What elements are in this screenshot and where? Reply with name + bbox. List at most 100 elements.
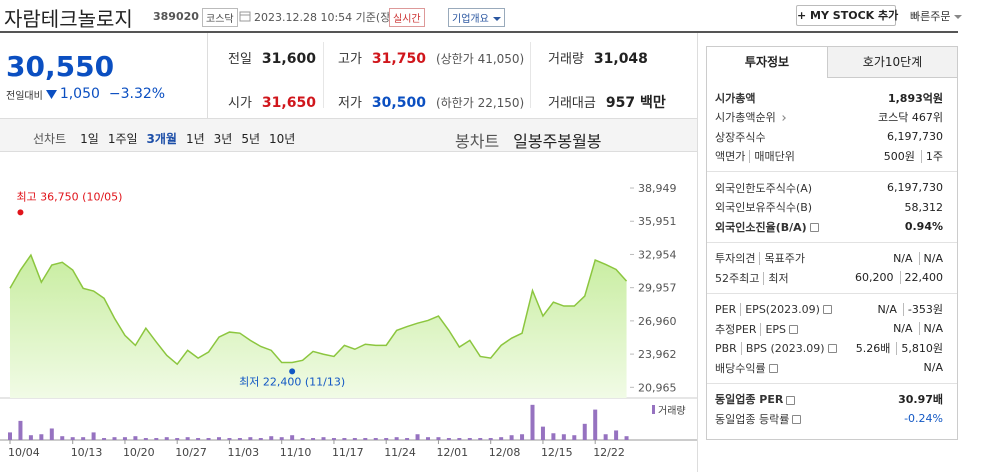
value-part: N/A	[923, 361, 943, 375]
period-tab[interactable]: 10년	[269, 132, 296, 146]
y-tick-label: 23,962	[638, 348, 677, 361]
help-icon	[768, 364, 778, 374]
info-row: 추정PER EPS N/A N/A	[707, 319, 957, 339]
period-tab[interactable]: 3개월	[146, 132, 177, 146]
period-tab[interactable]: 1주일	[107, 132, 138, 146]
info-group: 투자의견 목표주가 N/A N/A 52주최고 최저 60,200 22,400	[707, 243, 957, 294]
period-tab[interactable]: 1년	[185, 132, 205, 146]
info-row: 상장주식수 6,197,730	[707, 127, 957, 147]
quote-field: 전일 31,600	[228, 48, 316, 67]
volume-bar	[384, 438, 389, 440]
info-row: 액면가 매매단위 500원 1주	[707, 147, 957, 167]
tab[interactable]: 투자정보	[706, 46, 828, 78]
candle-tab[interactable]: 일봉	[513, 132, 543, 151]
volume-bar	[122, 437, 127, 440]
header-rule	[0, 31, 958, 33]
y-tick-label: 32,954	[638, 248, 677, 261]
volume-bar	[196, 438, 201, 440]
toolbar-label: 선차트	[33, 132, 67, 146]
volume-bar	[321, 437, 326, 440]
price: 30,550	[6, 50, 115, 83]
quick-order[interactable]: 빠른주문	[910, 8, 963, 24]
tabs: 투자정보 호가10단계	[706, 46, 958, 78]
volume-bar	[300, 438, 305, 440]
volume-bar	[290, 435, 295, 440]
row-value: N/A -353원	[877, 301, 943, 317]
period-tab[interactable]: 1일	[80, 132, 99, 146]
tab[interactable]: 호가10단계	[828, 46, 958, 78]
volume-bar	[530, 404, 535, 440]
chart-toolbar	[0, 118, 697, 152]
info-row: 외국인소진율(B/A) 0.94%	[707, 217, 957, 237]
realtime-badge[interactable]: 실시간	[389, 8, 425, 27]
field-label: 저가	[338, 96, 362, 111]
value-part: N/A	[877, 303, 897, 317]
candle-tab[interactable]: 주봉	[542, 132, 573, 151]
volume-bar	[248, 437, 253, 440]
change-label: 전일대비	[6, 90, 43, 102]
value-part: 5.26배	[855, 342, 891, 356]
y-tick-label: 38,949	[638, 182, 677, 195]
volume-bar	[39, 434, 44, 440]
value-part: 코스닥 467위	[878, 111, 943, 125]
y-tick-label: 26,960	[638, 315, 677, 328]
volume-bar	[509, 435, 514, 440]
period-tab[interactable]: 5년	[241, 132, 261, 146]
label-part: EPS(2023.09)	[740, 302, 820, 316]
volume-bar	[112, 437, 117, 440]
label-part: BPS (2023.09)	[740, 341, 825, 355]
price-line	[9, 253, 628, 366]
info-row: 투자의견 목표주가 N/A N/A	[707, 249, 957, 269]
market-badge: 코스닥	[202, 8, 238, 27]
x-tick-label: 12/01	[436, 446, 468, 459]
volume-bar	[342, 438, 347, 440]
value-part: N/A	[893, 251, 913, 265]
low-marker	[289, 368, 296, 375]
row-label: 시가총액	[715, 90, 755, 106]
x-tick-label: 10/27	[175, 446, 207, 459]
volume-bar	[269, 436, 274, 440]
quote-field: 거래량 31,048	[548, 48, 648, 67]
help-icon	[809, 223, 819, 233]
volume-bar	[582, 423, 587, 440]
overview-dropdown[interactable]: 기업개요	[448, 8, 505, 27]
volume-bar	[603, 434, 608, 440]
row-value: 1,893억원	[888, 90, 943, 106]
mystock-button[interactable]: + MY STOCK 추가	[796, 5, 898, 26]
row-value: 500원 1주	[884, 148, 943, 164]
value-part: 60,200	[855, 271, 894, 285]
candle-tab[interactable]: 월봉	[572, 132, 602, 151]
row-value: N/A N/A	[893, 322, 943, 336]
quote-field: 시가 31,650	[228, 92, 316, 111]
info-group: 동일업종 PER 30.97배 동일업종 등락률 -0.24%	[707, 384, 957, 434]
value-part: 58,312	[904, 200, 944, 214]
field-label: 시가	[228, 96, 252, 111]
x-tick-label: 11/24	[384, 446, 416, 459]
label-part: 동일업종 PER	[715, 393, 784, 407]
dropdown-arrow	[492, 17, 501, 21]
high-marker	[17, 209, 24, 216]
period-tab[interactable]: 3년	[213, 132, 233, 146]
help-icon	[827, 344, 837, 354]
info-row: 동일업종 PER 30.97배	[707, 390, 957, 410]
field-label: 거래대금	[548, 96, 596, 111]
row-label: 시가총액순위	[715, 109, 786, 125]
period-tabs: 선차트 1일 1주일 3개월 1년 3년 5년 10년	[33, 128, 304, 147]
field-label: 전일	[228, 52, 252, 67]
value-part: N/A	[918, 322, 943, 336]
y-tick-label: 35,951	[638, 215, 677, 228]
x-tick-label: 11/10	[280, 446, 312, 459]
volume-bar	[446, 438, 451, 440]
volume-bar	[331, 438, 336, 440]
divider	[207, 33, 208, 118]
row-value: 58,312	[905, 201, 944, 214]
info-row: 동일업종 등락률 -0.24%	[707, 409, 957, 429]
volume-bar	[49, 428, 54, 440]
volume-bar	[561, 434, 566, 440]
row-value: N/A N/A	[893, 251, 943, 265]
help-icon	[789, 325, 799, 335]
field-note: (하한가 22,150)	[435, 96, 525, 110]
value-part: N/A	[918, 251, 943, 265]
